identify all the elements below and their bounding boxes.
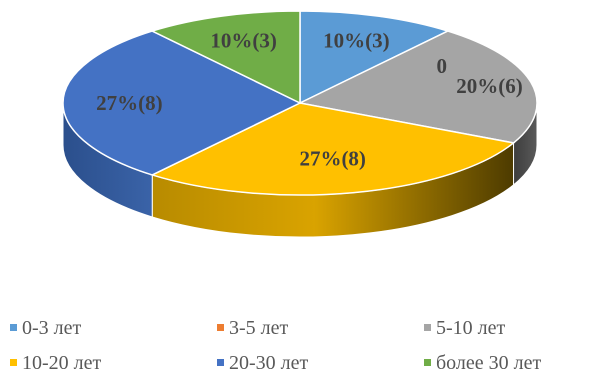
legend: 0-3 лет 3-5 лет 5-10 лет 10-20 лет 20-30 лет…	[10, 317, 542, 374]
data-label-5-10-лет: 20%(6)	[456, 74, 523, 98]
data-label-3-5-лет: 0	[437, 54, 448, 78]
slice-более-30-лет	[150, 10, 301, 105]
legend-swatch-5-10-лет	[424, 324, 431, 331]
legend-swatch-10-20-лет	[10, 359, 17, 366]
legend-item-3-5-лет: 3-5 лет	[229, 317, 289, 339]
data-label-0-3-лет: 10%(3)	[323, 28, 390, 52]
slice-0-3-лет	[299, 10, 450, 105]
data-label-более-30-лет: 10%(3)	[210, 28, 277, 52]
legend-swatch-20-30-лет	[217, 359, 224, 366]
slice-10-20-лет	[150, 102, 516, 196]
legend-swatch-0-3-лет	[10, 324, 17, 331]
legend-item-0-3-лет: 0-3 лет	[22, 317, 82, 339]
data-label-20-30-лет: 27%(8)	[96, 91, 163, 115]
legend-item-более-30-лет: более 30 лет	[436, 352, 542, 374]
legend-swatch-3-5-лет	[217, 324, 224, 331]
data-label-10-20-лет: 27%(8)	[299, 147, 366, 171]
pie-tops	[62, 10, 538, 196]
legend-item-5-10-лет: 5-10 лет	[436, 317, 506, 339]
slice-20-30-лет	[62, 30, 302, 176]
legend-item-20-30-лет: 20-30 лет	[229, 352, 309, 374]
data-labels: 10%(3) 0 20%(6) 27%(8) 27%(8) 10%(3)	[96, 28, 523, 170]
slice-5-10-лет	[297, 30, 538, 144]
legend-swatch-более-30-лет	[424, 359, 431, 366]
legend-item-10-20-лет: 10-20 лет	[22, 352, 102, 374]
